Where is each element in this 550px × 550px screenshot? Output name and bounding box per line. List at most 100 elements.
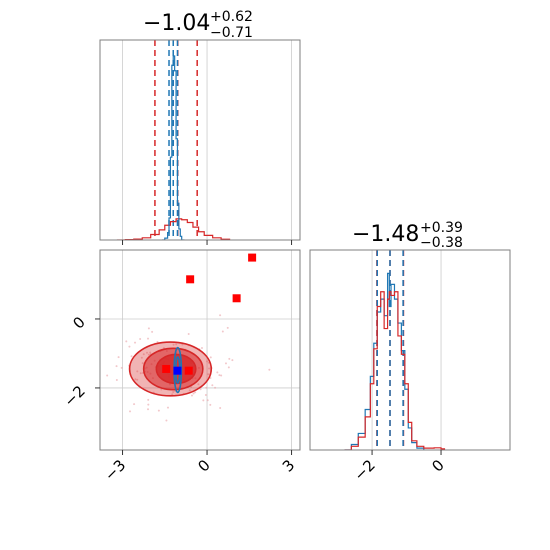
marginal-param1-blue-hist [161,55,185,240]
joint-sample-point [147,353,150,356]
joint-sample-point [200,346,203,349]
joint-frame [99,249,301,451]
joint-sample-point [206,360,209,363]
title-param2: −1.48 +0.39 −0.38 [352,220,463,251]
joint-sample-point [147,408,150,411]
joint-sample-point [167,452,169,454]
joint-sample-point [146,351,149,354]
marginal-param2-xtick-label-0: −2 [351,456,379,484]
joint-sample-point [142,353,145,356]
title-param1-value: −1.04 [143,11,210,36]
marginal-panel-param2: −2 0 [309,249,511,484]
joint-red-marker-4 [184,366,193,375]
marginal-param1-ticks [122,240,293,245]
joint-sample-point [209,403,212,406]
marginal-param2-red-hist [344,291,446,450]
joint-sample-point [147,403,150,406]
joint-sample-point [218,374,221,377]
joint-sample-point [165,419,168,422]
joint-ytick-label-1: 0 [69,313,88,332]
joint-sample-point [139,372,142,375]
joint-ytick-label-0: −2 [60,382,88,410]
joint-sample-point [136,378,139,381]
joint-red-marker-2 [232,294,241,303]
joint-sample-point [214,386,217,389]
joint-sample-point [172,390,175,393]
marginal-param2-ticks: −2 0 [351,450,448,484]
marginal-panel-param1 [99,39,301,245]
joint-red-marker-0 [248,253,257,262]
joint-grid [100,250,300,450]
joint-sample-point [141,362,144,365]
joint-sample-point [204,394,207,397]
joint-sample-point [149,351,152,354]
joint-sample-point [199,388,202,391]
joint-sample-point [207,373,210,376]
joint-sample-point [139,338,142,341]
joint-sample-point [220,374,223,377]
joint-sample-point [197,383,200,386]
joint-sample-point [226,326,229,329]
joint-sample-point [188,389,191,392]
joint-sample-point [57,345,59,347]
joint-sample-point [128,345,131,348]
joint-sample-point [268,368,271,371]
marginal-param1-plot-area [116,40,231,240]
joint-sample-point [134,341,137,344]
title-param1: −1.04 +0.62 −0.71 [143,9,253,41]
joint-sample-point [202,399,205,402]
joint-sample-point [219,407,222,410]
joint-sample-point [209,356,212,359]
joint-sample-point [224,362,227,365]
joint-sample-point [219,314,222,317]
joint-sample-point [115,379,118,382]
marginal-param2-xtick-label-1: 0 [428,456,447,475]
joint-sample-point [228,357,231,360]
joint-red-marker-3 [162,364,171,373]
title-param1-plus: +0.62 [210,9,253,25]
joint-sample-point [192,392,195,395]
joint-sample-point [221,330,224,333]
joint-sample-point [117,356,120,359]
joint-sample-point [115,365,118,368]
joint-red-marker-1 [186,275,195,284]
joint-sample-point [120,366,123,369]
joint-sample-point [151,330,154,333]
title-param1-minus: −0.71 [210,25,253,41]
joint-blue-marker-0 [173,366,182,375]
title-param2-minus: −0.38 [420,235,463,251]
title-param2-value: −1.48 [352,222,419,247]
joint-sample-point [147,398,150,401]
joint-sample-point [166,406,169,409]
joint-sample-point [187,332,190,335]
joint-sample-point [216,371,219,374]
joint-sample-point [190,394,193,397]
joint-sample-point [133,403,136,406]
joint-sample-point [160,388,163,391]
marginal-param2-frame [309,249,511,451]
joint-ticks: −3 0 3 −2 0 [60,313,298,484]
joint-xtick-label-1: 0 [194,456,213,475]
joint-sample-point [194,391,197,394]
marginal-param1-grid [122,40,292,240]
joint-sample-point [206,399,209,402]
joint-sample-point [140,356,143,359]
title-param2-plus: +0.39 [420,220,463,236]
joint-sample-point [130,355,133,358]
joint-sample-point [175,343,178,346]
marginal-param1-frame [99,39,301,241]
marginal-param1-red-hist [116,218,231,240]
joint-sample-point [125,340,128,343]
joint-sample-point [147,337,150,340]
joint-xtick-label-0: −3 [101,456,129,484]
joint-sample-point [157,409,160,412]
joint-plot-area [57,253,271,454]
joint-sample-point [171,393,174,396]
joint-sample-point [231,359,234,362]
joint-sample-point [211,384,214,387]
marginal-param2-plot-area [344,250,446,450]
joint-sample-point [205,386,208,389]
joint-panel: −3 0 3 −2 0 [57,249,301,484]
joint-sample-point [136,370,139,373]
joint-sample-point [147,327,150,330]
